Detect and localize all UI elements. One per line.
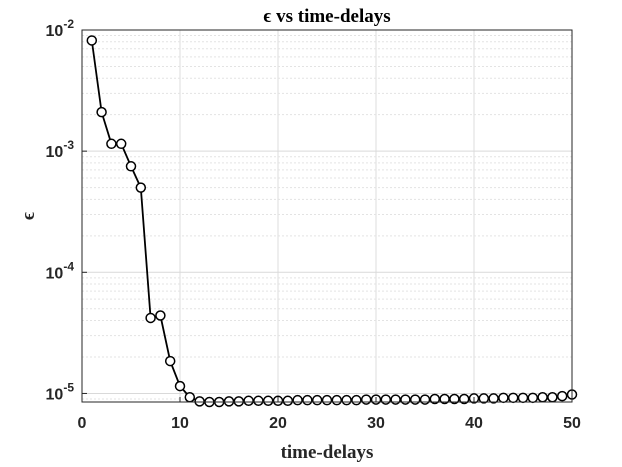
data-point [321,394,333,406]
y-tick-label: 10-2 [46,17,75,40]
data-point [419,394,431,405]
data-point [527,392,539,404]
data-point [458,393,470,405]
y-tick-base: 10 [46,265,64,282]
data-point [498,392,509,404]
plot-frame [81,29,573,403]
data-point [488,393,499,404]
x-tick-label: 10 [171,415,189,432]
data-point [390,394,401,405]
data-point [223,396,235,407]
data-point [106,138,117,150]
data-point [311,394,323,406]
y-tick-base: 10 [46,144,64,161]
data-point [135,182,147,193]
data-point [556,390,568,402]
data-point [174,380,186,392]
y-tick-base: 10 [46,23,64,40]
data-point [429,393,441,405]
x-tick-label: 20 [269,415,287,432]
data-point [380,394,392,405]
y-tick-exponent: -5 [63,380,74,394]
data-point [341,394,352,406]
data-point [517,392,529,404]
data-point [184,392,196,403]
x-tick-label: 50 [563,415,581,432]
x-tick-label: 0 [78,415,87,432]
data-point [400,394,411,405]
y-tick-base: 10 [46,386,64,403]
data-point [409,394,421,405]
data-point [115,138,127,150]
data-point [164,355,176,367]
data-point [282,395,294,407]
data-point [302,394,313,406]
y-axis-label: ϵ [18,212,39,220]
y-tick-exponent: -4 [63,259,74,273]
data-point [537,392,548,403]
chart-title: ϵ vs time-delays [263,6,390,27]
y-tick-exponent: -3 [63,138,74,152]
x-tick-label: 40 [465,415,483,432]
data-point [155,310,166,321]
data-point [125,161,137,172]
data-point [86,35,98,46]
data-point [449,393,460,405]
data-point [547,392,558,403]
y-tick-exponent: -2 [63,17,74,31]
data-point [243,395,254,407]
data-point [439,393,450,405]
data-point [351,394,362,406]
data-point [478,393,490,404]
x-tick-label: 30 [367,415,385,432]
data-point [96,106,107,118]
data-point [262,395,274,407]
data-point [331,394,343,406]
data-point [253,395,264,407]
data-point [292,394,303,406]
data-point [360,394,372,405]
plot-background [82,30,572,402]
data-point [507,392,519,404]
x-axis-label: time-delays [281,442,374,463]
y-tick-label: 10-5 [46,380,75,403]
y-tick-label: 10-4 [46,259,75,282]
data-point [233,396,245,407]
data-point [145,312,156,324]
y-tick-label: 10-3 [46,138,75,161]
data-point [194,396,205,407]
